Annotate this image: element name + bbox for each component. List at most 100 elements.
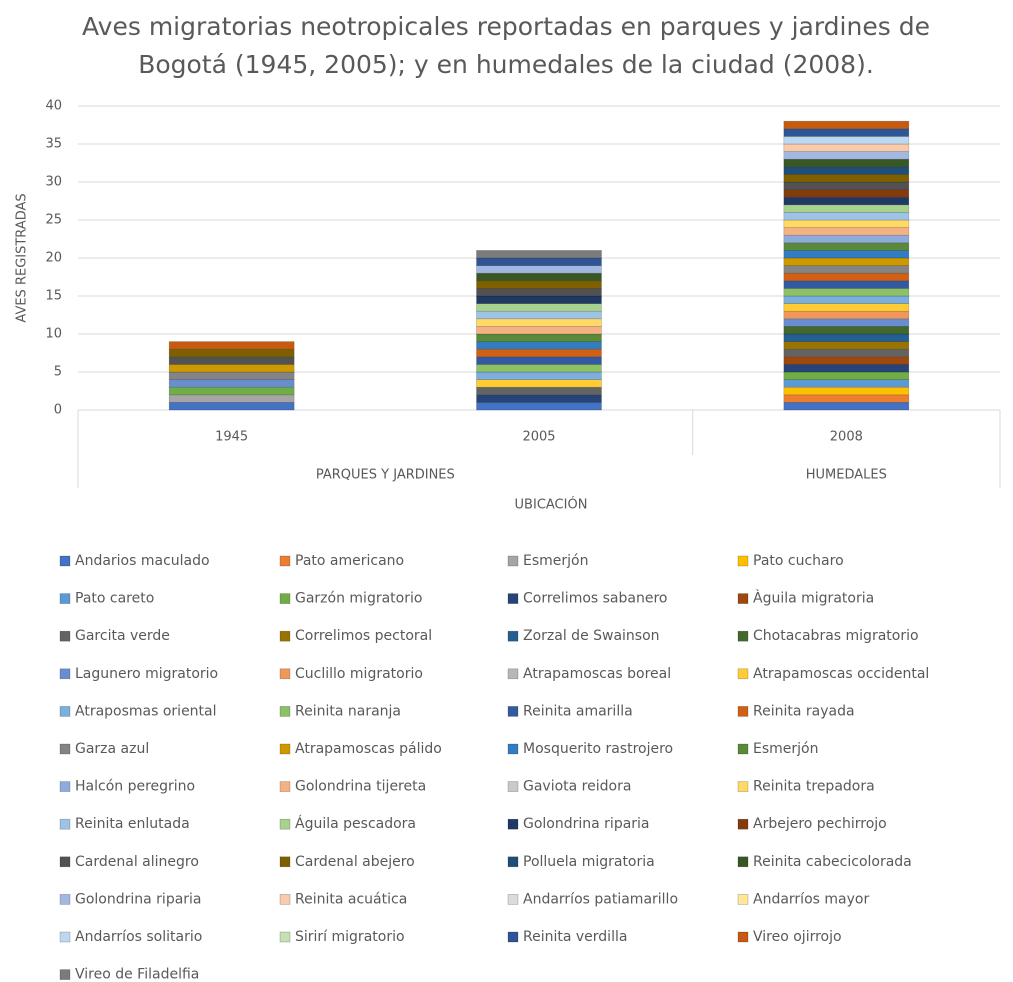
legend-label: Esmerjón — [753, 741, 818, 757]
bar-segment — [783, 303, 910, 312]
bar-segment — [783, 151, 910, 160]
bar-segment — [476, 288, 602, 297]
bar-segment — [783, 341, 910, 350]
legend-swatch — [279, 743, 291, 755]
bar-segment — [783, 234, 910, 244]
legend-label: Reinita cabecicolorada — [753, 854, 912, 870]
bar-segment — [476, 341, 602, 350]
bar-segment — [476, 295, 602, 304]
bar-segment — [783, 120, 910, 130]
legend-swatch — [279, 818, 291, 830]
y-tick-label: 25 — [45, 213, 62, 228]
legend-label: Reinita acuática — [295, 891, 407, 907]
bar-segment — [783, 371, 910, 380]
bar-segment — [783, 348, 910, 358]
legend-swatch — [507, 593, 519, 604]
bar-segment — [476, 265, 602, 274]
bar-segment — [476, 333, 602, 342]
bar-segment — [783, 158, 910, 168]
x-tick-label: 2008 — [830, 430, 863, 445]
legend-label: Reinita amarilla — [523, 703, 633, 719]
bar-segment — [476, 326, 602, 335]
x-tick-label: 2005 — [522, 430, 555, 445]
bar-segment — [783, 166, 910, 175]
legend-swatch — [59, 668, 71, 680]
bar-segment — [783, 196, 910, 206]
legend-label: Sirirí migratorio — [295, 929, 405, 945]
legend-label: Pato americano — [295, 553, 404, 569]
bar-segment — [476, 257, 602, 266]
bar-segment — [168, 402, 295, 411]
legend-swatch — [59, 969, 71, 980]
legend-swatch — [279, 593, 291, 604]
bar-segment — [783, 310, 910, 320]
legend-swatch — [59, 593, 71, 604]
bar-segment — [476, 348, 602, 358]
bar-segment — [783, 288, 910, 297]
legend-swatch — [507, 555, 519, 567]
legend-label: Andarríos mayor — [753, 891, 869, 907]
legend-swatch — [59, 931, 71, 943]
x-group-label: HUMEDALES — [806, 468, 887, 483]
y-tick-label: 40 — [45, 99, 62, 114]
bar-segment — [783, 295, 910, 304]
bar-segment — [783, 265, 910, 274]
legend-swatch — [279, 781, 291, 792]
legend-swatch — [59, 630, 71, 642]
y-tick-label: 30 — [45, 175, 62, 190]
legend-swatch — [737, 555, 749, 567]
legend-label: Reinita trepadora — [753, 779, 875, 795]
bar-segment — [783, 280, 910, 289]
bar-segment — [783, 326, 910, 335]
legend-label: Arbejero pechirrojo — [753, 816, 887, 832]
legend-swatch — [59, 781, 71, 792]
legend-label: Andarríos solitario — [75, 929, 202, 945]
legend-swatch — [59, 706, 71, 717]
legend-label: Vireo ojirrojo — [753, 929, 842, 945]
legend-swatch — [507, 894, 519, 905]
legend-label: Àguila migratoria — [753, 590, 874, 607]
bar-segment — [783, 143, 910, 152]
bar-segment — [783, 379, 910, 388]
legend-swatch — [737, 593, 749, 604]
bar-segment — [476, 379, 602, 388]
legend-label: Reinita rayada — [753, 703, 855, 719]
legend-swatch — [507, 706, 519, 717]
bar-segment — [476, 280, 602, 289]
legend-label: Chotacabras migratorio — [753, 628, 919, 644]
bar-segment — [783, 128, 910, 137]
bar-segment — [783, 318, 910, 327]
legend-swatch — [737, 931, 749, 943]
bar-segment — [783, 219, 910, 228]
bar-segment — [783, 257, 910, 266]
bar-segment — [783, 227, 910, 236]
legend-swatch — [279, 706, 291, 717]
bar-segment — [476, 402, 602, 411]
bar-segment — [783, 250, 910, 259]
bar-segment — [476, 371, 602, 380]
legend-swatch — [507, 743, 519, 755]
legend-label: Atraposmas oriental — [75, 703, 217, 719]
legend-swatch — [737, 894, 749, 905]
bar-segment — [783, 212, 910, 221]
bar-segment — [168, 341, 295, 350]
legend-label: Cardenal abejero — [295, 854, 415, 870]
legend-swatch — [279, 630, 291, 642]
bar-segment — [783, 394, 910, 403]
legend-label: Garza azul — [75, 741, 149, 757]
y-tick-label: 15 — [45, 289, 62, 304]
legend-swatch — [507, 818, 519, 830]
bar-segment — [476, 310, 602, 320]
legend-label: Pato careto — [75, 591, 154, 607]
bar-segment — [168, 386, 295, 396]
legend-swatch — [279, 856, 291, 868]
bar-segment — [783, 356, 910, 365]
bar-segment — [783, 204, 910, 213]
legend-label: Cuclillo migratorio — [295, 666, 423, 682]
legend-label: Golondrina tijereta — [295, 779, 426, 795]
bar-segment — [783, 402, 910, 411]
legend-label: Reinita naranja — [295, 703, 401, 719]
bar-segment — [783, 386, 910, 396]
legend-label: Garcita verde — [75, 628, 170, 644]
